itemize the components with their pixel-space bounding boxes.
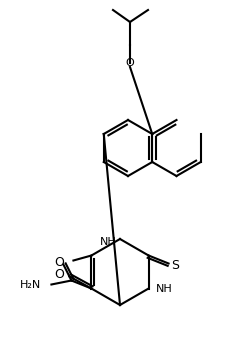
Text: O: O	[55, 268, 64, 281]
Text: O: O	[55, 256, 64, 269]
Text: NH: NH	[156, 284, 172, 293]
Text: S: S	[171, 259, 180, 272]
Text: H₂N: H₂N	[20, 279, 41, 289]
Text: O: O	[126, 58, 134, 68]
Text: NH: NH	[100, 237, 117, 247]
